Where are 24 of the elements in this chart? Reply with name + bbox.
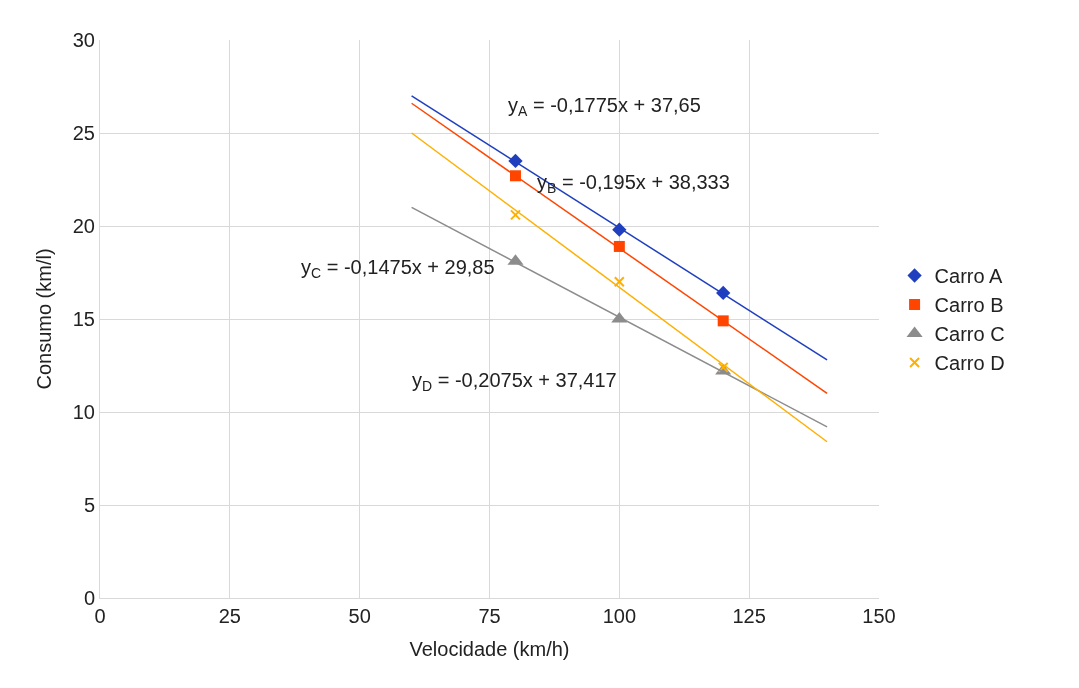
y-axis-title: Consumo (km/l) bbox=[33, 248, 56, 390]
point bbox=[613, 276, 625, 288]
legend-label: Carro A bbox=[934, 265, 1004, 288]
y-tick-label: 25 bbox=[72, 122, 95, 144]
y-tick-label: 5 bbox=[83, 494, 95, 516]
legend-label: Carro D bbox=[934, 352, 1005, 375]
y-tick-label: 10 bbox=[72, 401, 95, 423]
annotation: y$_{D}$ = -0,2075x + 37,417 bbox=[412, 369, 617, 395]
x-tick-label: 75 bbox=[478, 605, 501, 627]
x-tick-label: 150 bbox=[862, 605, 896, 627]
legend-label: Carro B bbox=[934, 294, 1004, 317]
x-tick-label: 125 bbox=[732, 605, 766, 627]
annotation: y$_{A}$ = -0,1775x + 37,65 bbox=[508, 94, 701, 120]
x-tick-label: 100 bbox=[602, 605, 637, 627]
y-tick-label: 20 bbox=[72, 215, 95, 237]
y-tick-label: 0 bbox=[83, 587, 95, 609]
legend-label: Carro C bbox=[934, 323, 1005, 346]
x-tick-label: 50 bbox=[348, 605, 371, 627]
x-axis-title: Velocidade (km/h) bbox=[409, 637, 570, 660]
annotation: y$_{C}$ = -0,1475x + 29,85 bbox=[301, 256, 495, 282]
y-tick-label: 15 bbox=[72, 308, 95, 330]
x-tick-label: 25 bbox=[218, 605, 241, 627]
point bbox=[509, 209, 521, 221]
y-tick-label: 30 bbox=[72, 29, 95, 51]
